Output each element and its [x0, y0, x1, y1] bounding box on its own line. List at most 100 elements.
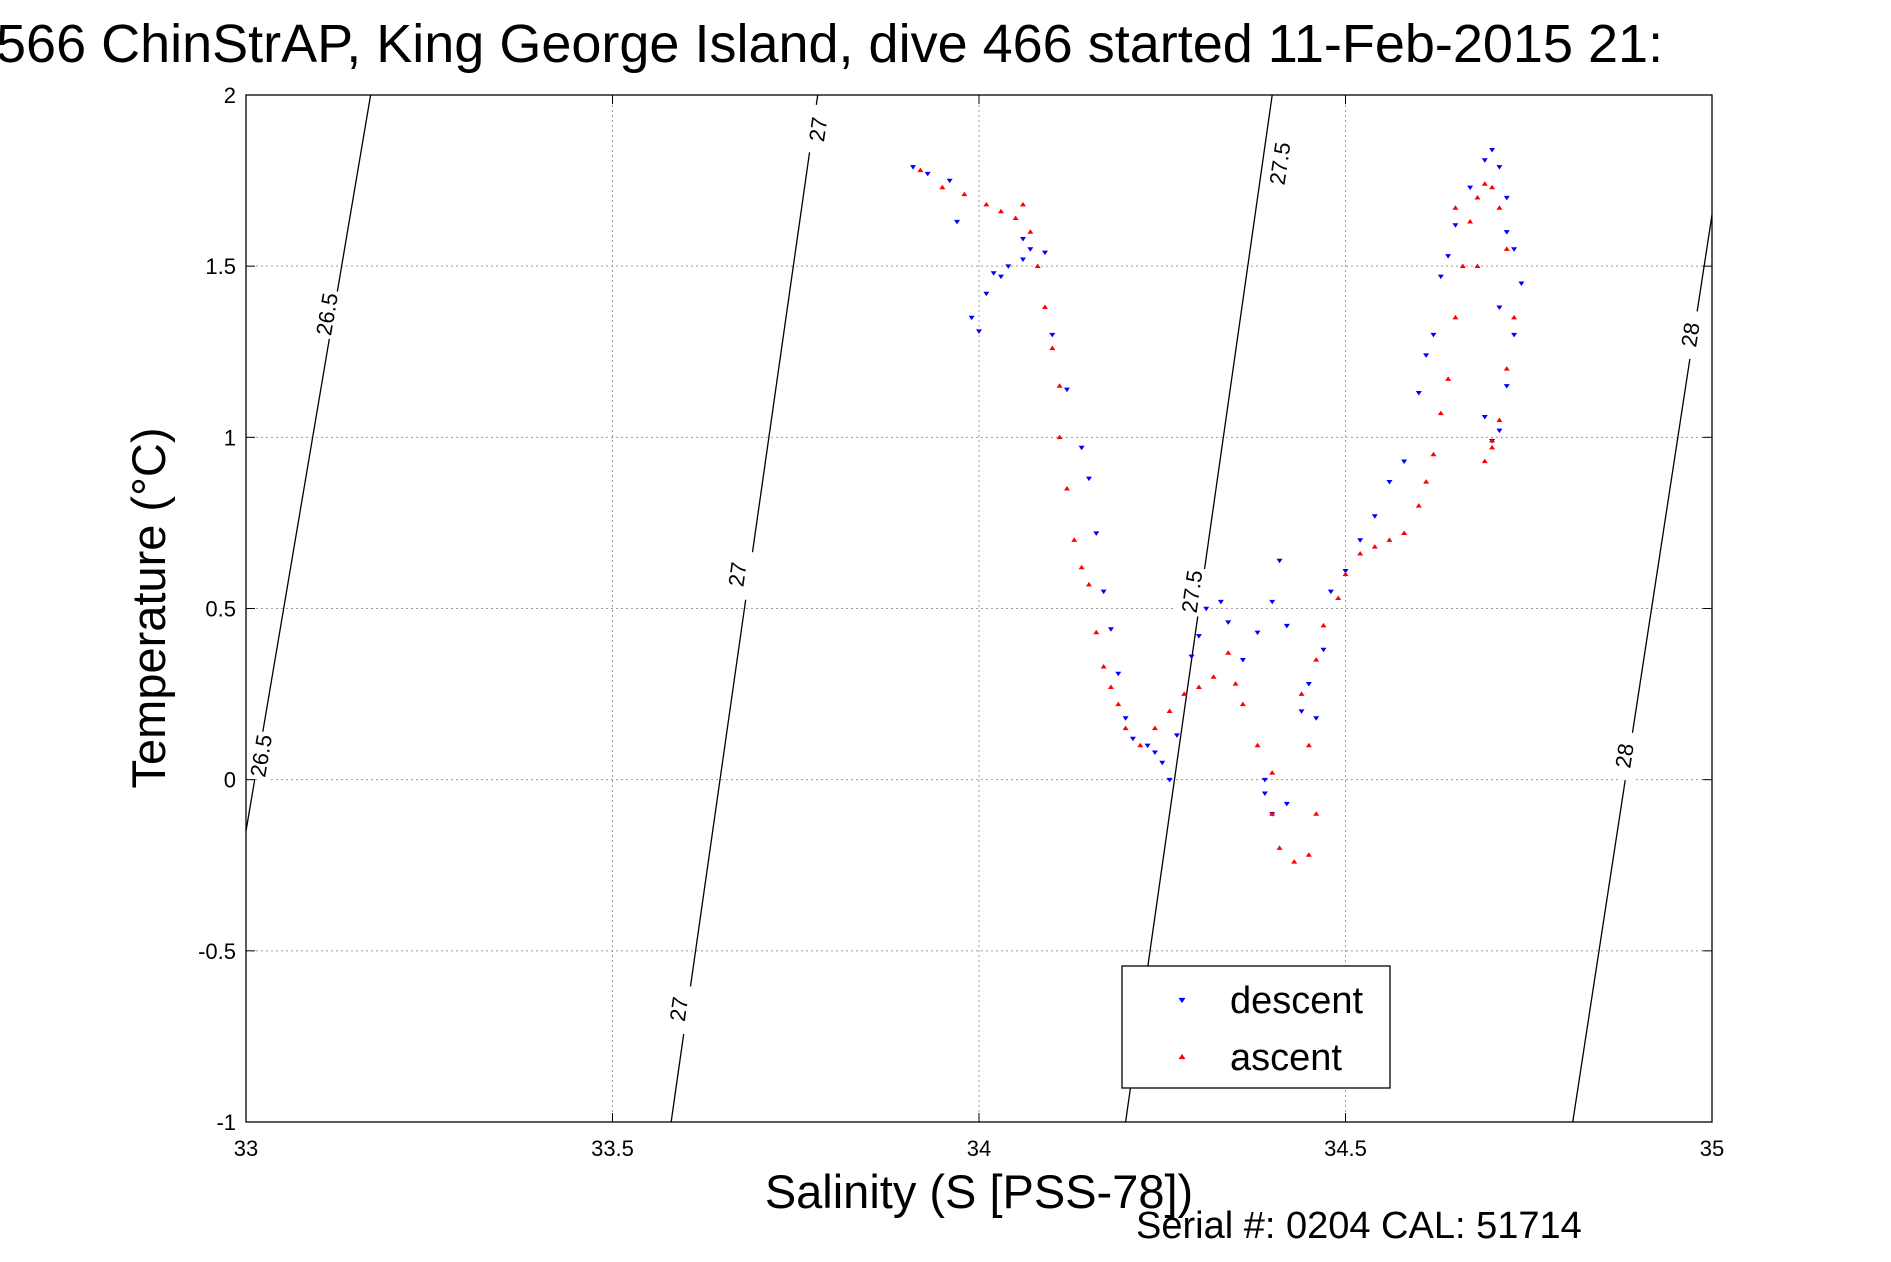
ascent-point [1371, 544, 1378, 549]
descent-point [1254, 630, 1261, 636]
contour-line-27 [670, 94, 819, 1123]
descent-point [1511, 247, 1518, 252]
ascent-point [1496, 205, 1503, 210]
ascent-point [1195, 684, 1202, 690]
descent-point [1327, 589, 1334, 595]
ascent-point [1298, 691, 1305, 696]
descent-point [1078, 445, 1085, 451]
ascent-point [1078, 564, 1085, 570]
ascent-point [1254, 742, 1261, 748]
ascent-point [1386, 537, 1393, 542]
descent-point [1511, 332, 1518, 338]
ascent-point [1489, 444, 1496, 450]
descent-point [1298, 709, 1305, 714]
descent-point [1445, 254, 1452, 259]
descent-point [1063, 387, 1070, 393]
y-axis-label: Temperature (°C) [122, 428, 175, 789]
ascent-point [1056, 434, 1063, 440]
y-tick-label: 0.5 [205, 597, 236, 622]
descent-point [976, 329, 982, 334]
descent-point [1261, 791, 1268, 797]
ascent-point [1415, 503, 1422, 508]
descent-point [1371, 514, 1378, 519]
y-tick-label: 1 [224, 425, 236, 450]
contour-label-background [1174, 565, 1209, 618]
contour-label: 27.5 [1177, 568, 1208, 614]
descent-point [1503, 384, 1510, 389]
ascent-point [1056, 383, 1063, 388]
descent-point [1423, 353, 1430, 358]
descent-point [1159, 760, 1166, 766]
y-tick-label: 1.5 [205, 254, 236, 279]
descent-point [1005, 264, 1012, 269]
ascent-point [1210, 674, 1217, 679]
descent-point [1203, 606, 1210, 612]
descent-point [1496, 428, 1503, 434]
ascent-point [1459, 263, 1466, 268]
ascent-point [1357, 551, 1364, 556]
ascent-point [939, 184, 946, 190]
ascent-point [1313, 657, 1320, 662]
descent-point [1027, 247, 1034, 252]
x-tick-label: 35 [1700, 1136, 1724, 1161]
contour-label-background [661, 983, 696, 1035]
descent-point [1481, 414, 1488, 420]
ascent-point [1467, 218, 1474, 224]
ascent-point [997, 208, 1004, 214]
y-tick-label: -1 [216, 1110, 236, 1135]
y-tick-label: -0.5 [198, 939, 236, 964]
ascent-point [1107, 684, 1114, 690]
descent-point [990, 271, 997, 276]
legend-label-descent: descent [1230, 980, 1364, 1022]
ascent-point [1269, 770, 1276, 775]
descent-point [1041, 250, 1048, 256]
data-points [910, 147, 1525, 864]
contour-label-background [800, 103, 835, 155]
ascent-point [1049, 345, 1056, 351]
descent-point [997, 274, 1004, 280]
descent-point [1225, 620, 1232, 625]
ascent-point [1041, 304, 1048, 310]
descent-point [1452, 223, 1459, 228]
ascent-point [1305, 852, 1312, 857]
descent-point [1173, 733, 1180, 738]
axis-ticks: 33 33.5 34 34.5 35 2 1.5 1 0.5 0 -0.5 -1 [198, 83, 1724, 1161]
x-tick-label: 34.5 [1324, 1136, 1367, 1161]
descent-point [1437, 274, 1444, 280]
ascent-point [1137, 742, 1144, 748]
ascent-point [1342, 571, 1349, 577]
ascent-point [1093, 629, 1100, 635]
ascent-point [1481, 181, 1488, 186]
descent-point [1503, 195, 1510, 201]
contour-label: 28 [1610, 742, 1638, 770]
x-tick-label: 33.5 [591, 1136, 634, 1161]
descent-point [1489, 147, 1496, 153]
descent-point [1283, 801, 1290, 807]
ascent-point [1313, 811, 1320, 816]
ascent-point [1019, 201, 1026, 207]
ascent-point [1034, 263, 1041, 268]
legend-label-ascent: ascent [1230, 1037, 1342, 1079]
ascent-point [1445, 376, 1452, 381]
descent-point [1188, 654, 1195, 660]
ascent-point [1239, 701, 1246, 707]
descent-point [1342, 569, 1349, 574]
ascent-point [1320, 622, 1327, 628]
descent-point [1313, 716, 1320, 721]
contour-label-background [1262, 137, 1297, 190]
descent-point [924, 171, 931, 177]
descent-point [946, 178, 953, 184]
contour-label: 27.5 [1265, 141, 1296, 187]
ascent-point [917, 167, 924, 173]
legend-marker-descent [1178, 997, 1186, 1004]
descent-point [1320, 647, 1327, 653]
contour-label-background [242, 729, 279, 782]
descent-point [1283, 623, 1290, 629]
descent-point [1239, 658, 1246, 663]
ascent-point [1100, 663, 1107, 669]
ascent-point [1452, 205, 1459, 210]
x-tick-label: 33 [234, 1136, 258, 1161]
contour-label-background [308, 288, 345, 341]
ascent-point [1291, 859, 1298, 864]
